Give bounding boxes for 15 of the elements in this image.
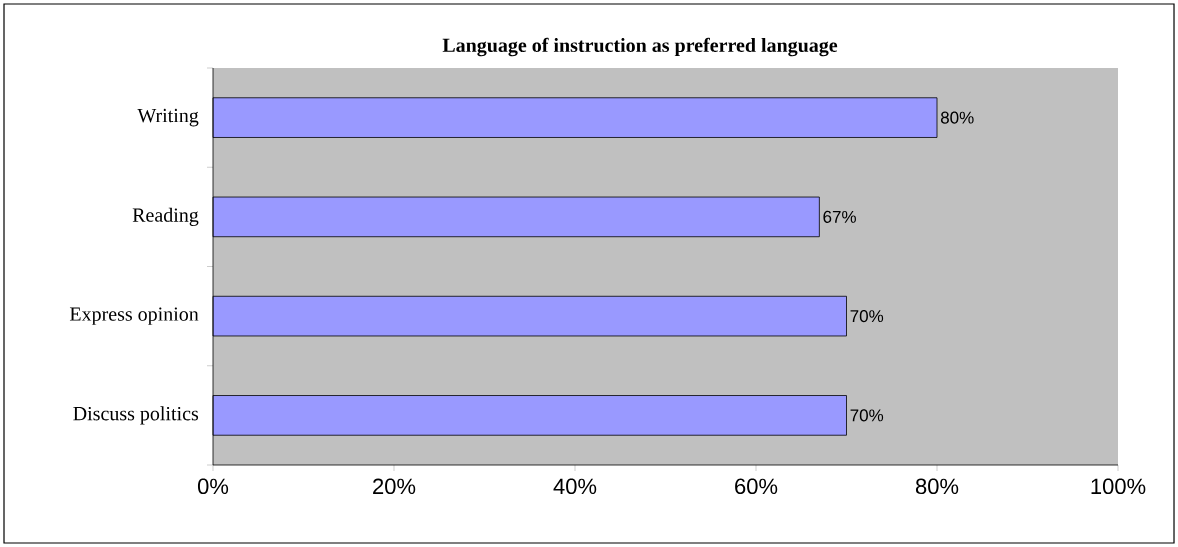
- x-tick-label: 40%: [553, 478, 597, 495]
- data-label: 67%: [823, 210, 856, 223]
- data-label: 70%: [850, 310, 884, 323]
- y-tick-label: Reading: [132, 207, 199, 226]
- x-tick-label: 0%: [197, 478, 229, 495]
- chart-title: Language of instruction as preferred language: [442, 37, 838, 57]
- y-tick-label: Writing: [137, 108, 199, 127]
- data-label: 70%: [850, 409, 884, 422]
- x-tick-label: 80%: [915, 478, 959, 495]
- x-tick-label: 20%: [373, 478, 416, 495]
- y-tick-label: Discuss politics: [73, 406, 199, 425]
- x-tick-label: 60%: [735, 478, 778, 495]
- data-label: 80%: [940, 111, 974, 124]
- y-tick-label: Express opinion: [69, 307, 199, 325]
- x-tick-label: 100%: [1091, 478, 1146, 495]
